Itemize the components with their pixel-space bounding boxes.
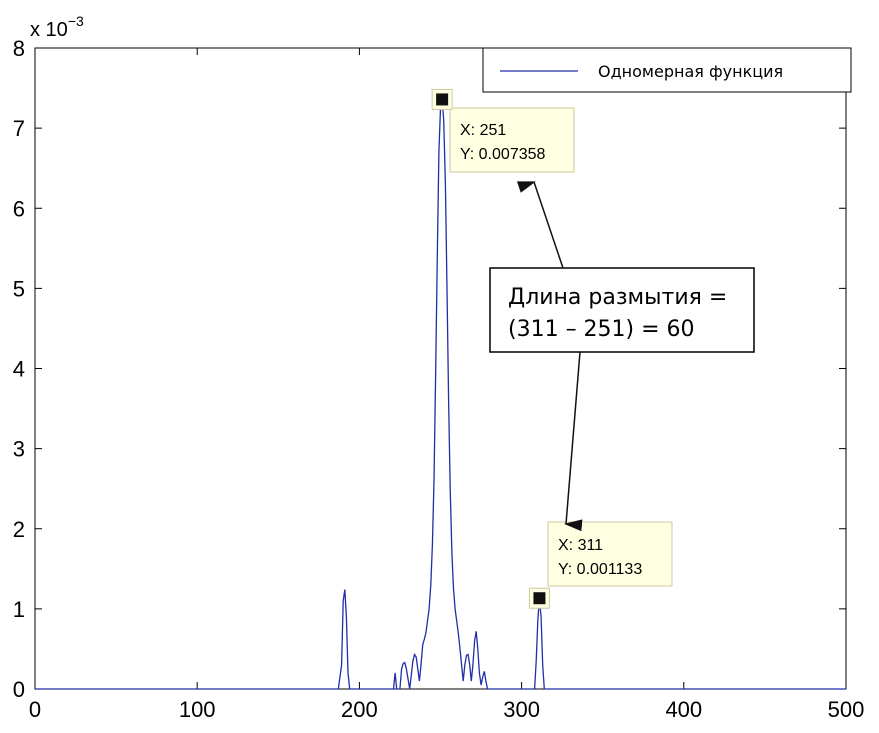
note-box bbox=[489, 267, 755, 353]
note-line-1: Длина размытия = bbox=[508, 285, 727, 310]
x-tick-label: 500 bbox=[828, 697, 865, 722]
note-line-2: (311 – 251) = 60 bbox=[508, 317, 695, 342]
blur-length-note: Длина размытия = (311 – 251) = 60 bbox=[489, 267, 755, 353]
datatip-second-x: X: 311 bbox=[558, 537, 603, 554]
arrow-to-peak bbox=[516, 181, 564, 269]
datatip-second-y: Y: 0.001133 bbox=[558, 561, 642, 578]
x-axis: 0 100 200 300 400 500 bbox=[29, 48, 864, 722]
y-tick-label: 3 bbox=[13, 437, 25, 462]
y-tick-label: 5 bbox=[13, 276, 25, 301]
x-tick-label: 100 bbox=[179, 697, 216, 722]
y-tick-label: 2 bbox=[13, 517, 25, 542]
y-tick-label: 8 bbox=[13, 36, 25, 61]
y-tick-label: 7 bbox=[13, 116, 25, 141]
datatip-second[interactable]: X: 311 Y: 0.001133 bbox=[547, 521, 673, 587]
legend: Одномерная функция bbox=[482, 47, 852, 93]
y-tick-label: 4 bbox=[13, 357, 25, 382]
datatip-peak-x: X: 251 bbox=[460, 122, 506, 139]
y-axis: 0 1 2 3 4 5 6 7 8 bbox=[13, 36, 846, 702]
datatip-marker[interactable] bbox=[436, 93, 449, 106]
datatip-marker[interactable] bbox=[533, 592, 546, 605]
x-tick-label: 400 bbox=[665, 697, 702, 722]
x-tick-label: 200 bbox=[341, 697, 378, 722]
x-tick-label: 0 bbox=[29, 697, 41, 722]
datatip-peak-box bbox=[449, 107, 575, 173]
datatip-peak[interactable]: X: 251 Y: 0.007358 bbox=[449, 107, 575, 173]
legend-label: Одномерная функция bbox=[598, 62, 783, 81]
datatip-second-box bbox=[547, 521, 673, 587]
y-exponent-label: x 10−3 bbox=[30, 13, 84, 41]
datatip-peak-y: Y: 0.007358 bbox=[460, 146, 546, 163]
datatip-markers bbox=[431, 88, 550, 609]
y-tick-label: 1 bbox=[13, 597, 25, 622]
plot-area bbox=[34, 47, 847, 690]
y-tick-label: 0 bbox=[13, 677, 25, 702]
x-tick-label: 300 bbox=[503, 697, 540, 722]
y-tick-label: 6 bbox=[13, 196, 25, 221]
legend-box bbox=[482, 47, 852, 93]
arrow-to-second bbox=[564, 351, 583, 532]
